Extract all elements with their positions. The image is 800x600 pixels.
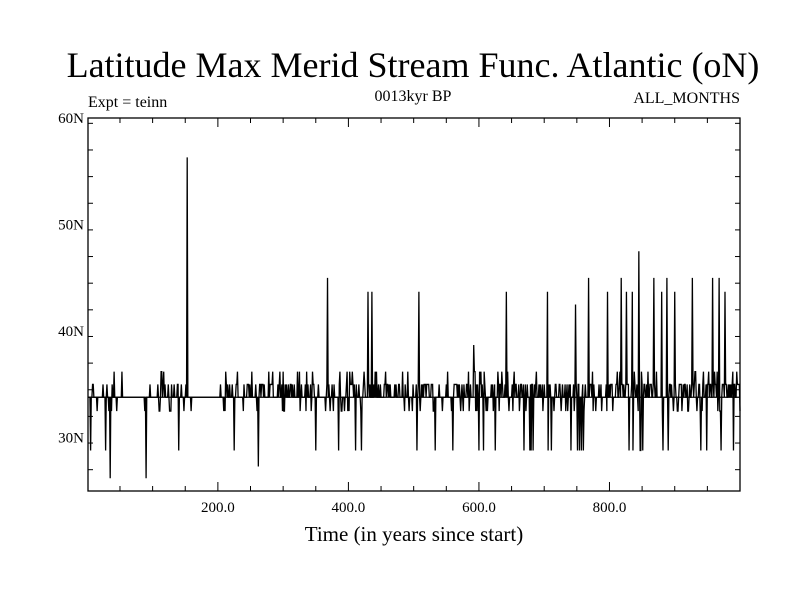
experiment-label: Expt = teinn (88, 94, 167, 111)
y-tick-label: 60N (58, 111, 84, 127)
y-tick-label: 50N (58, 218, 84, 234)
x-tick-label: 200.0 (201, 500, 235, 516)
period-label: 0013kyr BP (375, 88, 452, 105)
data-series-line (88, 157, 741, 479)
x-tick-label: 400.0 (332, 500, 366, 516)
chart-title: Latitude Max Merid Stream Func. Atlantic… (67, 45, 760, 85)
plot-frame (87, 117, 741, 492)
x-tick-label: 800.0 (593, 500, 627, 516)
months-label: ALL_MONTHS (633, 90, 740, 107)
series-path (88, 157, 741, 479)
y-tick-label: 30N (58, 431, 84, 447)
x-axis-label: Time (in years since start) (305, 522, 524, 546)
tick-labels: 200.0 400.0 600.0 800.0 30N 40N 50N 60N (58, 111, 626, 516)
axis-ticks (88, 118, 740, 491)
x-tick-label: 600.0 (462, 500, 496, 516)
y-tick-label: 40N (58, 324, 84, 340)
